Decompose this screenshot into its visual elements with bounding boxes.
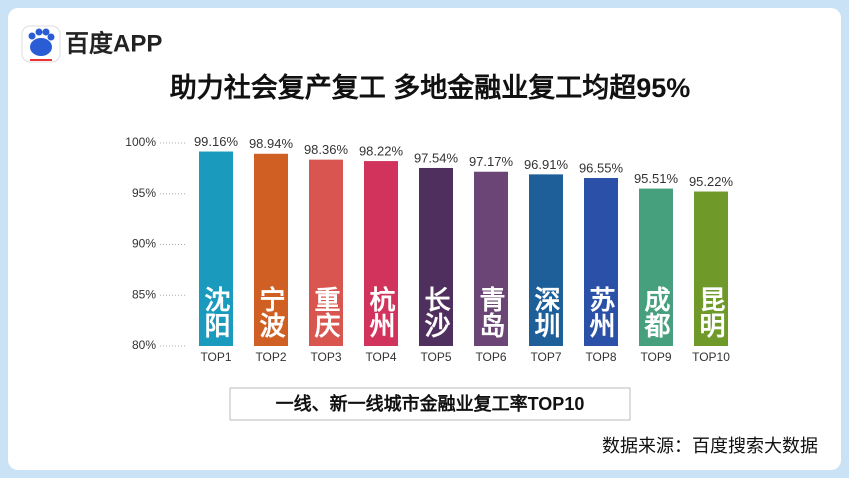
bar-city-label: 昆明 <box>696 286 726 339</box>
logo: 百度APP <box>21 25 162 63</box>
value-label: 95.22% <box>689 174 734 189</box>
app-name: 百度APP <box>65 29 162 57</box>
bar <box>254 153 288 346</box>
logo-paw <box>30 38 52 56</box>
bar-city-label: 深圳 <box>531 286 561 338</box>
bar-city-label: 青岛 <box>476 286 506 338</box>
bar <box>694 191 728 346</box>
logo-toe <box>47 33 55 41</box>
y-tick-label: 100% <box>125 135 156 149</box>
bar <box>584 178 618 346</box>
y-tick-label: 85% <box>132 287 156 301</box>
value-label: 97.54% <box>414 150 459 165</box>
bar-city-label: 宁波 <box>256 285 286 339</box>
x-tick-label: TOP8 <box>585 350 616 364</box>
bar <box>639 188 673 346</box>
bar-city-label: 苏州 <box>586 286 616 338</box>
logo-toe <box>42 28 50 36</box>
value-label: 96.91% <box>524 157 569 172</box>
x-tick-label: TOP2 <box>255 350 286 364</box>
x-tick-label: TOP4 <box>365 350 396 364</box>
bar-city-label: 长沙 <box>421 286 451 338</box>
bar-city-label: 成都 <box>641 286 671 338</box>
y-tick-label: 80% <box>132 338 156 352</box>
bar <box>474 171 508 346</box>
x-tick-label: TOP9 <box>640 350 671 364</box>
y-tick-label: 95% <box>132 186 156 200</box>
subtitle: 一线、新一线城市金融业复工率TOP10 <box>276 393 585 414</box>
value-label: 97.17% <box>469 154 514 169</box>
value-label: 98.36% <box>304 142 349 157</box>
bar <box>419 167 453 346</box>
x-tick-label: TOP3 <box>310 350 341 364</box>
bar <box>309 159 343 346</box>
subtitle-box <box>229 387 631 421</box>
bar-city-label: 重庆 <box>311 286 341 339</box>
y-tick-label: 90% <box>132 237 156 251</box>
bar <box>529 174 563 346</box>
x-tick-label: TOP5 <box>420 350 451 364</box>
logo-toe <box>35 28 43 36</box>
x-tick-label: TOP7 <box>530 350 561 364</box>
value-label: 96.55% <box>579 160 624 175</box>
bar <box>364 161 398 346</box>
logo-toe <box>28 32 36 40</box>
bar <box>199 151 233 346</box>
chart-title: 助力社会复产复工 多地金融业复工均超95% <box>170 72 691 103</box>
value-label: 99.16% <box>194 134 239 149</box>
bar-city-label: 杭州 <box>366 285 396 338</box>
bar-city-label: 沈阳 <box>201 286 231 338</box>
value-label: 95.51% <box>634 171 679 186</box>
value-label: 98.94% <box>249 136 294 151</box>
x-tick-label: TOP10 <box>692 350 730 364</box>
x-tick-label: TOP6 <box>475 350 506 364</box>
value-label: 98.22% <box>359 144 404 159</box>
source: 数据来源：百度搜索大数据 <box>602 436 818 456</box>
x-tick-label: TOP1 <box>200 350 231 364</box>
